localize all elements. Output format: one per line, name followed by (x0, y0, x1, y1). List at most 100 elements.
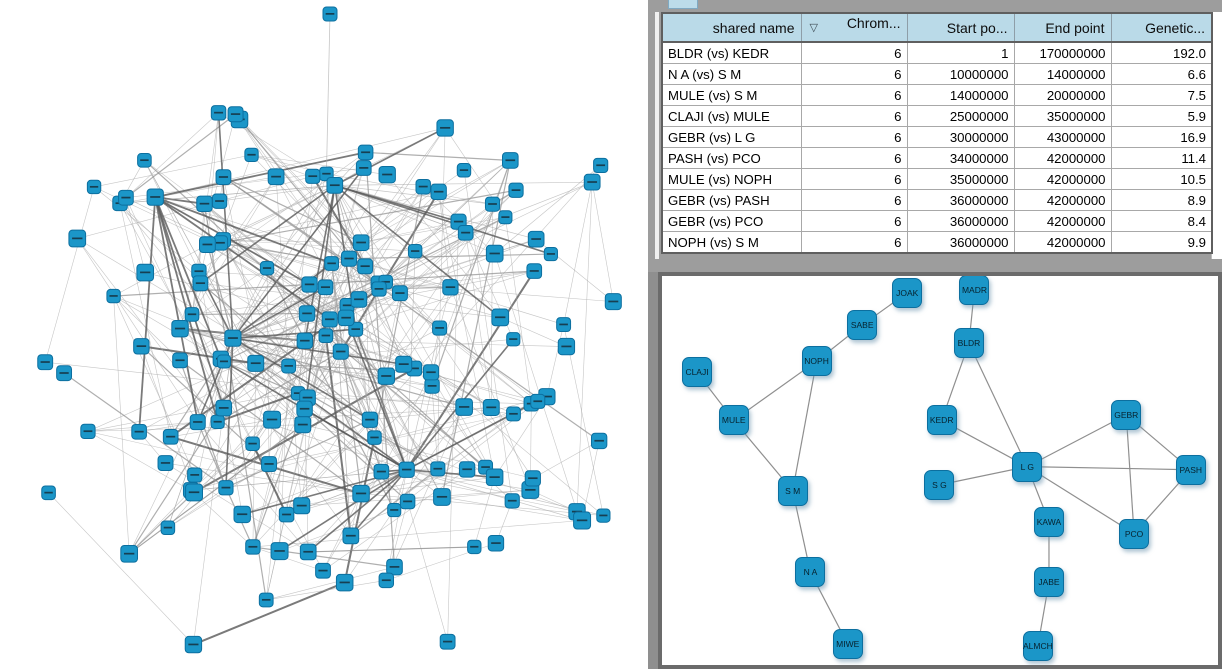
table-row[interactable]: PASH (vs) PCO 6 34000000 42000000 11.4 (661, 147, 1213, 169)
detail-edge-LG-PCO[interactable] (1026, 466, 1135, 535)
cell-chromosome[interactable]: 6 (800, 189, 908, 211)
detail-edge-BLDR-LG[interactable] (968, 343, 1028, 467)
cell-shared-name[interactable]: PASH (vs) PCO (661, 147, 802, 169)
table-tab-stub[interactable] (668, 0, 698, 9)
filter-icon[interactable]: ▽ (809, 21, 818, 34)
network-node-joak[interactable]: JOAK (892, 277, 923, 308)
cell-genetic[interactable]: 7.5 (1110, 84, 1213, 106)
cell-chromosome[interactable]: 6 (800, 63, 908, 85)
cell-shared-name[interactable]: GEBR (vs) PASH (661, 189, 802, 211)
column-header-chromosome[interactable]: ▽ Chrom... (800, 12, 908, 43)
network-node-madr[interactable]: MADR (959, 276, 990, 305)
cell-genetic[interactable]: 8.9 (1110, 189, 1213, 211)
table-row[interactable]: BLDR (vs) KEDR 6 1 170000000 192.0 (661, 41, 1213, 64)
cell-start-point[interactable]: 14000000 (906, 84, 1015, 106)
network-node-kawa[interactable]: KAWA (1033, 506, 1064, 537)
cell-start-point[interactable]: 34000000 (906, 147, 1015, 169)
network-node-s-g[interactable]: S G (924, 469, 955, 500)
cell-chromosome[interactable]: 6 (800, 231, 908, 254)
cell-start-point[interactable]: 36000000 (906, 210, 1015, 232)
cell-genetic[interactable]: 9.9 (1110, 231, 1213, 254)
overview-node-label (302, 312, 312, 315)
cell-chromosome[interactable]: 6 (800, 147, 908, 169)
detail-edge-GEBR-PCO[interactable] (1125, 414, 1135, 534)
network-node-gebr[interactable]: GEBR (1111, 399, 1142, 430)
cell-shared-name[interactable]: BLDR (vs) KEDR (661, 41, 802, 64)
cell-shared-name[interactable]: N A (vs) S M (661, 63, 802, 85)
network-node-n-a[interactable]: N A (795, 557, 826, 588)
table-row[interactable]: MULE (vs) S M 6 14000000 20000000 7.5 (661, 84, 1213, 106)
network-node-mule[interactable]: MULE (718, 405, 749, 436)
cell-shared-name[interactable]: MULE (vs) NOPH (661, 168, 802, 190)
network-node-miwe[interactable]: MIWE (832, 628, 863, 659)
cell-genetic[interactable]: 8.4 (1110, 210, 1213, 232)
network-node-s-m[interactable]: S M (777, 475, 808, 506)
column-header-end-point[interactable]: End point (1013, 12, 1112, 43)
cell-shared-name[interactable]: CLAJI (vs) MULE (661, 105, 802, 127)
cell-chromosome[interactable]: 6 (800, 105, 908, 127)
table-row[interactable]: MULE (vs) NOPH 6 35000000 42000000 10.5 (661, 168, 1213, 190)
cell-start-point[interactable]: 36000000 (906, 231, 1015, 254)
cell-genetic[interactable]: 10.5 (1110, 168, 1213, 190)
network-node-jabe[interactable]: JABE (1033, 567, 1064, 598)
overview-node-label (525, 488, 536, 491)
network-node-pash[interactable]: PASH (1175, 454, 1206, 485)
column-header-shared-name[interactable]: shared name (661, 12, 802, 43)
network-node-noph[interactable]: NOPH (801, 346, 832, 377)
cell-chromosome[interactable]: 6 (800, 84, 908, 106)
cell-genetic[interactable]: 16.9 (1110, 126, 1213, 148)
cell-end-point[interactable]: 14000000 (1013, 63, 1112, 85)
table-row[interactable]: GEBR (vs) L G 6 30000000 43000000 16.9 (661, 126, 1213, 148)
overview-network-canvas[interactable] (0, 0, 648, 669)
cell-shared-name[interactable]: GEBR (vs) PCO (661, 210, 802, 232)
cell-start-point[interactable]: 36000000 (906, 189, 1015, 211)
cell-chromosome[interactable]: 6 (800, 41, 908, 64)
cell-genetic[interactable]: 5.9 (1110, 105, 1213, 127)
network-node-claji[interactable]: CLAJI (682, 357, 713, 388)
cell-chromosome[interactable]: 6 (800, 210, 908, 232)
network-node-kedr[interactable]: KEDR (926, 405, 957, 436)
detail-edge-LG-PASH[interactable] (1027, 466, 1191, 471)
network-node-bldr[interactable]: BLDR (953, 328, 984, 359)
cell-end-point[interactable]: 42000000 (1013, 147, 1112, 169)
column-header-start-point[interactable]: Start po... (906, 12, 1015, 43)
cell-start-point[interactable]: 35000000 (906, 168, 1015, 190)
cell-genetic[interactable]: 11.4 (1110, 147, 1213, 169)
cell-end-point[interactable]: 42000000 (1013, 210, 1112, 232)
cell-start-point[interactable]: 1 (906, 41, 1015, 64)
cell-chromosome[interactable]: 6 (800, 168, 908, 190)
cell-start-point[interactable]: 25000000 (906, 105, 1015, 127)
table-row[interactable]: GEBR (vs) PCO 6 36000000 42000000 8.4 (661, 210, 1213, 232)
overview-network-panel[interactable] (0, 0, 648, 669)
overview-node-label (459, 406, 470, 408)
overview-node-label (190, 474, 200, 476)
cell-end-point[interactable]: 35000000 (1013, 105, 1112, 127)
cell-shared-name[interactable]: MULE (vs) S M (661, 84, 802, 106)
cell-end-point[interactable]: 42000000 (1013, 168, 1112, 190)
network-node-l-g[interactable]: L G (1012, 451, 1043, 482)
overview-node-label (345, 534, 356, 537)
table-row[interactable]: GEBR (vs) PASH 6 36000000 42000000 8.9 (661, 189, 1213, 211)
table-row[interactable]: CLAJI (vs) MULE 6 25000000 35000000 5.9 (661, 105, 1213, 127)
detail-edge-LG-GEBR[interactable] (1027, 414, 1127, 468)
table-row[interactable]: N A (vs) S M 6 10000000 14000000 6.6 (661, 63, 1213, 85)
table-row[interactable]: NOPH (vs) S M 6 36000000 42000000 9.9 (661, 231, 1213, 254)
detail-edge-NOPH-SM[interactable] (792, 361, 818, 491)
cell-genetic[interactable]: 6.6 (1110, 63, 1213, 85)
network-node-sabe[interactable]: SABE (847, 310, 878, 340)
detail-network-canvas[interactable]: JOAK MADR SABE BLDR NOPH CLAJI MULE KEDR GEBR L G… (662, 276, 1218, 665)
cell-genetic[interactable]: 192.0 (1110, 41, 1213, 64)
cell-shared-name[interactable]: NOPH (vs) S M (661, 231, 802, 254)
network-node-pco[interactable]: PCO (1119, 518, 1150, 549)
cell-end-point[interactable]: 20000000 (1013, 84, 1112, 106)
column-header-genetic[interactable]: Genetic... (1110, 12, 1213, 43)
cell-shared-name[interactable]: GEBR (vs) L G (661, 126, 802, 148)
cell-end-point[interactable]: 43000000 (1013, 126, 1112, 148)
cell-end-point[interactable]: 42000000 (1013, 189, 1112, 211)
cell-chromosome[interactable]: 6 (800, 126, 908, 148)
network-node-almch[interactable]: ALMCH (1022, 630, 1053, 661)
cell-end-point[interactable]: 170000000 (1013, 41, 1112, 64)
cell-start-point[interactable]: 30000000 (906, 126, 1015, 148)
cell-end-point[interactable]: 42000000 (1013, 231, 1112, 254)
cell-start-point[interactable]: 10000000 (906, 63, 1015, 85)
